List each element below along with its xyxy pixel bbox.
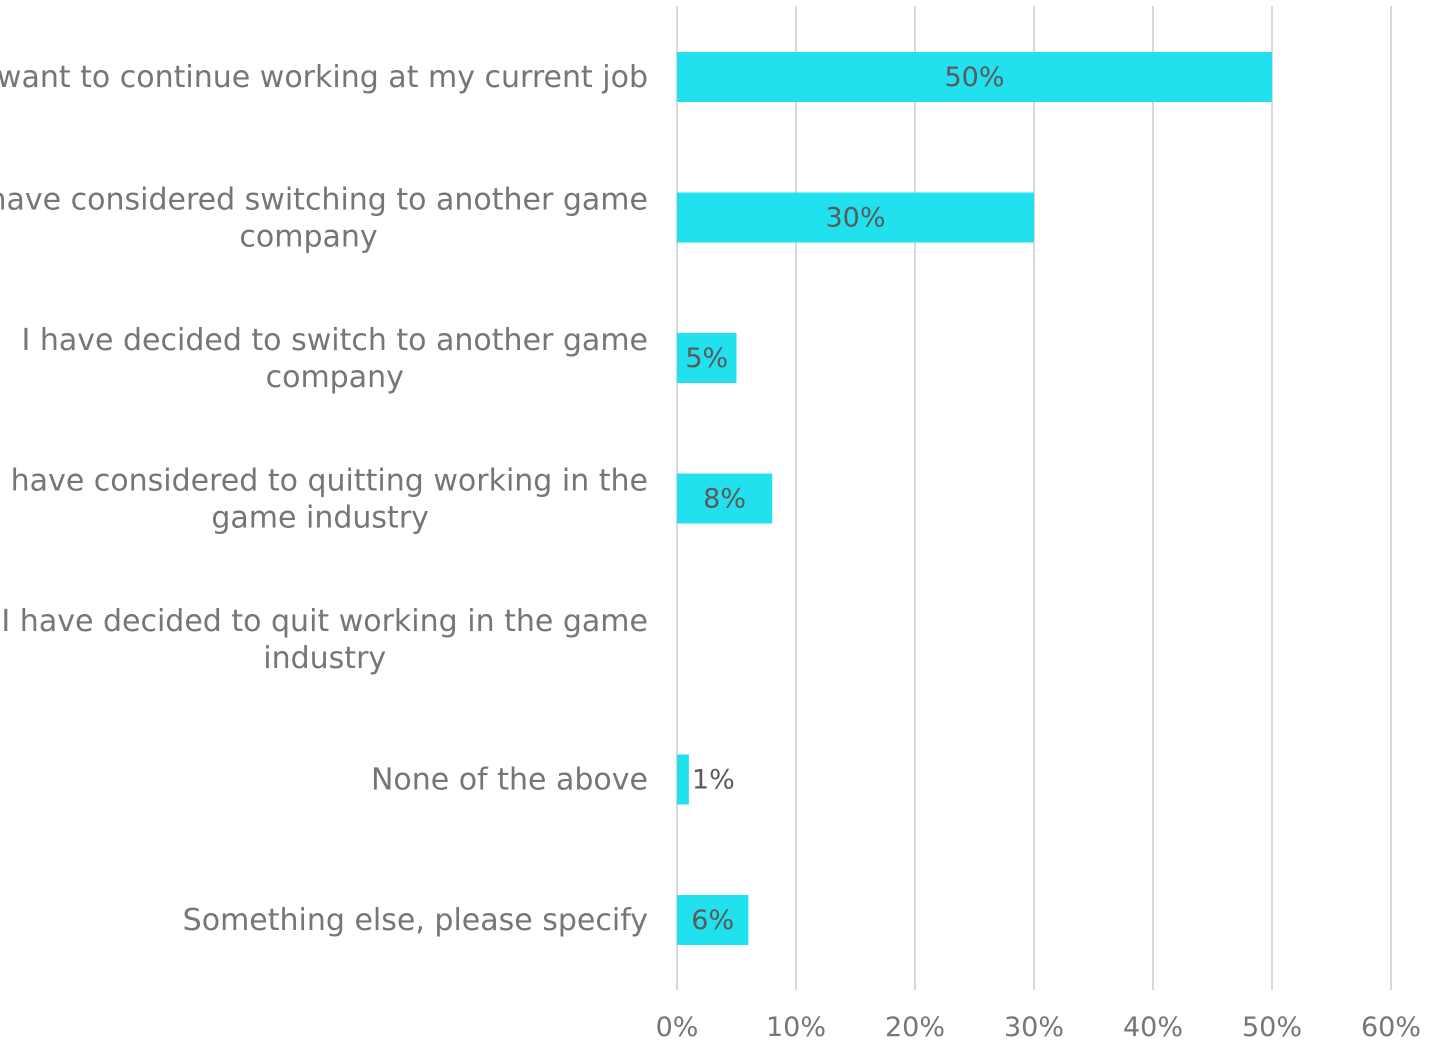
category-label: I have decided to switch to another game… <box>21 323 648 395</box>
category-label: I have considered switching to another g… <box>0 183 648 255</box>
bar <box>677 52 1272 102</box>
bar <box>677 333 737 383</box>
data-label: 5% <box>685 343 728 374</box>
x-tick-label: 60% <box>1361 1012 1421 1038</box>
x-tick-label: 50% <box>1242 1012 1302 1038</box>
data-label: 50% <box>944 62 1004 93</box>
category-label-line: I have considered to quitting working in… <box>0 464 648 499</box>
category-label-line: None of the above <box>371 763 648 798</box>
category-label-line: game industry <box>211 501 429 536</box>
data-label: 1% <box>692 765 735 796</box>
category-label: I want to continue working at my current… <box>0 60 648 95</box>
category-label-line: industry <box>263 641 386 676</box>
data-label: 30% <box>825 203 885 234</box>
data-label: 8% <box>703 484 746 515</box>
category-label: I have considered to quitting working in… <box>0 464 648 536</box>
data-label: 6% <box>691 905 734 936</box>
category-label-line: Something else, please specify <box>183 903 648 938</box>
category-label-line: company <box>239 220 377 255</box>
category-label-line: I have decided to switch to another game <box>21 323 648 358</box>
category-label: None of the above <box>371 763 648 798</box>
x-tick-label: 30% <box>1004 1012 1064 1038</box>
category-label-line: I have decided to quit working in the ga… <box>1 604 648 639</box>
x-tick-label: 10% <box>766 1012 826 1038</box>
category-label-line: I want to continue working at my current… <box>0 60 648 95</box>
bar <box>677 192 1034 243</box>
category-label: I have decided to quit working in the ga… <box>1 604 648 676</box>
bar <box>677 895 749 945</box>
bar <box>677 473 773 524</box>
category-label-line: company <box>266 360 404 395</box>
x-tick-label: 0% <box>656 1012 699 1038</box>
bar <box>677 754 689 805</box>
x-tick-label: 40% <box>1123 1012 1183 1038</box>
x-tick-label: 20% <box>885 1012 945 1038</box>
category-label-line: I have considered switching to another g… <box>0 183 648 218</box>
category-label: Something else, please specify <box>183 903 648 938</box>
